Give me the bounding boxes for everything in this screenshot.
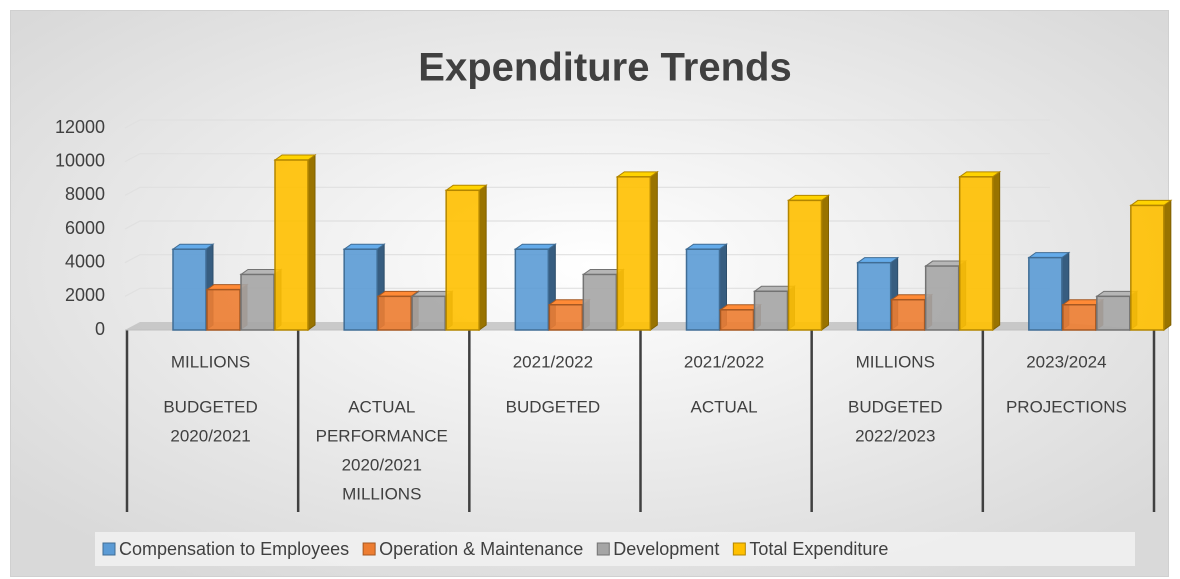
y-tick-label: 2000 (65, 285, 105, 305)
x-tick-label: BUDGETED (506, 397, 600, 416)
legend-swatch (596, 542, 610, 556)
legend-label: Operation & Maintenance (379, 539, 583, 559)
bar (958, 170, 1002, 331)
legend-label: Development (613, 539, 719, 559)
y-tick-label: 12000 (55, 117, 105, 137)
legend-box (95, 532, 1135, 566)
x-tick-label: BUDGETED (848, 397, 942, 416)
y-tick-label: 6000 (65, 218, 105, 238)
legend-label: Compensation to Employees (119, 539, 349, 559)
x-tick-label: ACTUAL (691, 397, 758, 416)
x-tick-label: 2021/2022 (684, 352, 764, 371)
grid-line (124, 119, 1050, 129)
x-tick-label: 2020/2021 (170, 426, 250, 445)
x-tick-label: MILLIONS (171, 352, 250, 371)
bar (1129, 199, 1173, 331)
y-tick-label: 8000 (65, 184, 105, 204)
bar (615, 170, 659, 331)
grid-line (124, 254, 1050, 264)
x-tick-label: MILLIONS (342, 484, 421, 503)
grid-line (124, 220, 1050, 230)
x-tick-label: ACTUAL (348, 397, 415, 416)
y-tick-label: 4000 (65, 251, 105, 271)
x-tick-label: MILLIONS (856, 352, 935, 371)
legend-swatch (362, 542, 376, 556)
bar (786, 194, 831, 331)
x-tick-label: 2023/2024 (1026, 352, 1106, 371)
bar (342, 243, 386, 331)
chart-title: Expenditure Trends (418, 46, 791, 90)
x-tick-label: PROJECTIONS (1006, 397, 1127, 416)
grid-line (124, 287, 1050, 297)
y-tick-label: 10000 (55, 150, 105, 170)
legend-swatch (732, 542, 746, 556)
x-tick-label: 2020/2021 (342, 455, 422, 474)
x-tick-label: BUDGETED (163, 397, 257, 416)
grid-line (124, 153, 1050, 163)
x-tick-label: 2022/2023 (855, 426, 935, 445)
grid-line (124, 186, 1050, 196)
bar (444, 184, 488, 331)
legend-swatch (102, 542, 116, 556)
bar (273, 154, 317, 331)
y-tick-label: 0 (95, 319, 105, 339)
legend-label: Total Expenditure (749, 539, 888, 559)
x-tick-label: PERFORMANCE (316, 426, 448, 445)
bar (513, 243, 557, 331)
x-tick-label: 2021/2022 (513, 352, 593, 371)
